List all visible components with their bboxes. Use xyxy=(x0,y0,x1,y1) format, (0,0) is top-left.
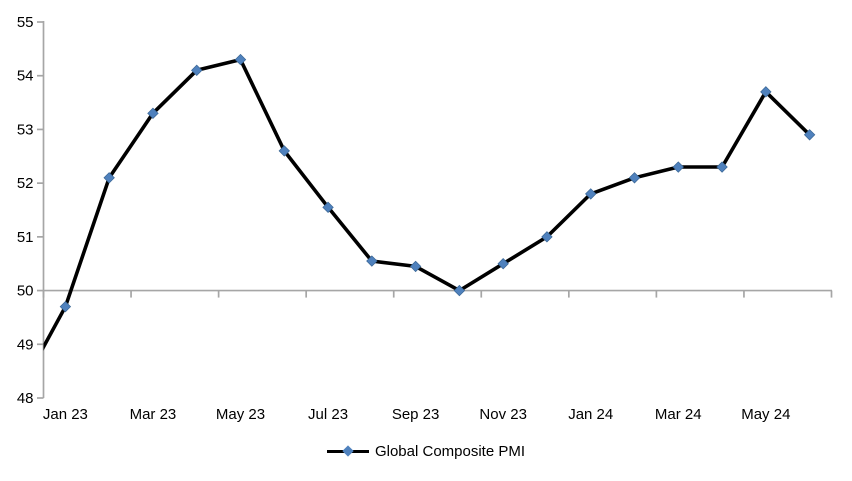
pmi-data-point-marker xyxy=(497,258,509,270)
pmi-data-point-marker xyxy=(234,53,247,66)
pmi-data-point-marker xyxy=(585,188,597,200)
y-axis-tick-label: 53 xyxy=(17,121,34,138)
pmi-data-point-marker xyxy=(278,145,290,157)
pmi-data-point-marker xyxy=(191,64,203,77)
y-axis-tick-label: 48 xyxy=(17,390,34,407)
x-axis-tick-label: Jan 23 xyxy=(43,406,88,423)
y-axis-tick-label: 55 xyxy=(17,14,34,31)
pmi-data-point-marker xyxy=(541,231,553,243)
x-axis-tick-label: Sep 23 xyxy=(392,406,440,423)
pmi-series xyxy=(43,53,816,351)
y-axis-tick-label: 51 xyxy=(17,229,34,246)
pmi-data-point-marker xyxy=(103,172,115,184)
pmi-data-point-marker xyxy=(366,255,378,267)
y-axis-tick-label: 54 xyxy=(17,68,34,85)
x-axis-tick-label: Nov 23 xyxy=(479,406,527,423)
x-axis-tick-label: May 24 xyxy=(741,406,790,423)
pmi-data-point-marker xyxy=(147,107,159,120)
pmi-data-point-marker xyxy=(672,161,684,173)
legend-label: Global Composite PMI xyxy=(374,442,526,460)
chart-legend: Global Composite PMI xyxy=(0,438,852,464)
y-axis-tick-label: 50 xyxy=(17,283,34,300)
pmi-data-point-marker xyxy=(59,300,72,313)
x-axis-tick-label: May 23 xyxy=(216,406,265,423)
pmi-data-point-marker xyxy=(716,161,728,173)
pmi-data-point-marker xyxy=(322,201,334,214)
y-axis-tick-label: 49 xyxy=(17,336,34,353)
x-axis-tick-label: Mar 24 xyxy=(655,406,702,423)
pmi-data-point-marker xyxy=(409,260,422,273)
x-axis-tick-label: Jan 24 xyxy=(568,406,613,423)
y-axis-tick-label: 52 xyxy=(17,175,34,192)
pmi-data-point-marker xyxy=(803,129,816,141)
pmi-series-line xyxy=(43,57,812,351)
x-axis-tick-label: Jul 23 xyxy=(308,406,348,423)
legend-marker-sample xyxy=(326,444,369,458)
pmi-data-point-marker xyxy=(453,284,466,297)
pmi-data-point-marker xyxy=(760,86,772,98)
pmi-data-point-marker xyxy=(628,172,641,184)
x-axis-tick-label: Mar 23 xyxy=(130,406,177,423)
chart-plot-area: 48 49 50 51 52 53 54 55 Jan 23 Mar 23 May 23 Jul 23… xyxy=(17,14,833,423)
legend-diamond-icon xyxy=(342,445,354,457)
